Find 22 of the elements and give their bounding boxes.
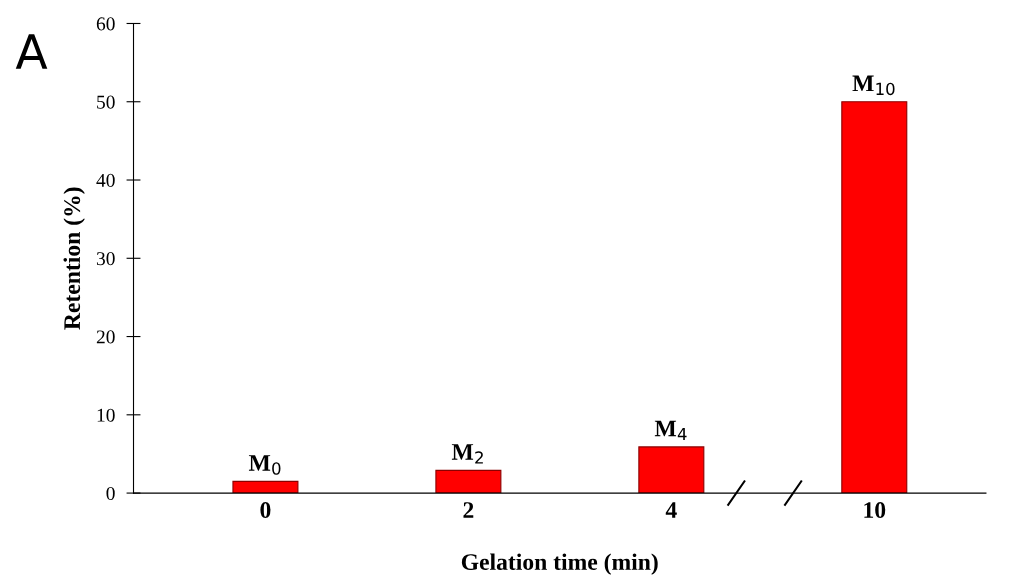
text: A: [15, 34, 48, 69]
x-axis-title: Gelation time (min): [461, 553, 658, 575]
bar: [841, 101, 908, 494]
annotation: M$_{4}$: [654, 420, 687, 441]
y-tick-label: 40: [96, 173, 115, 187]
annotation: M$_{2}$: [451, 444, 483, 464]
y-tick-label: 50: [97, 95, 115, 109]
bar: [232, 480, 299, 494]
y-tick-label: 10: [97, 408, 115, 422]
y-tick-label: 30: [96, 252, 115, 266]
annotation: M$_{0}$: [248, 455, 281, 475]
x-tick-label: 10: [864, 502, 886, 519]
bar: [435, 469, 502, 494]
annotation: M$_{10}$: [852, 75, 895, 96]
x-tick-label: 2: [463, 502, 474, 518]
bar: [638, 446, 705, 494]
y-tick-label: 0: [106, 486, 115, 501]
y-axis-title: Retention (%): [63, 187, 85, 330]
x-tick-label: 4: [665, 502, 677, 518]
y-tick-label: 20: [96, 330, 115, 344]
y-tick-label: 60: [96, 17, 115, 31]
x-tick-label: 0: [260, 502, 271, 519]
